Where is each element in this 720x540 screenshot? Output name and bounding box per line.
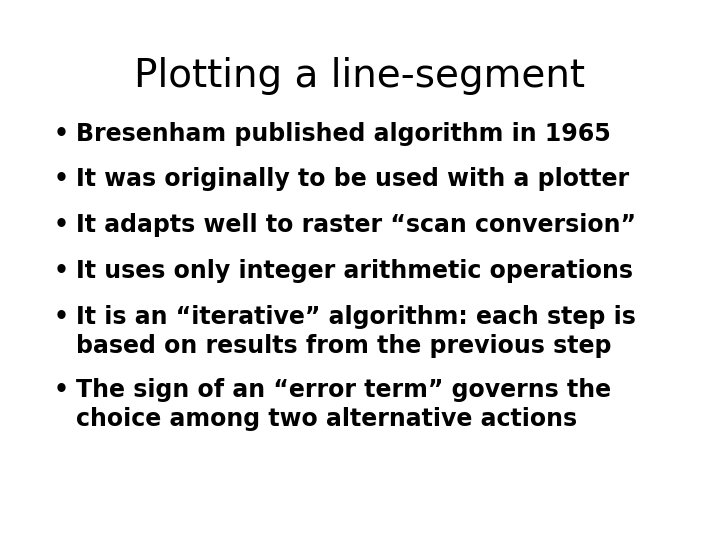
Text: •: • [54,122,68,145]
Text: It adapts well to raster “scan conversion”: It adapts well to raster “scan conversio… [76,213,636,237]
Text: Bresenham published algorithm in 1965: Bresenham published algorithm in 1965 [76,122,611,145]
Text: •: • [54,305,68,329]
Text: Plotting a line-segment: Plotting a line-segment [135,57,585,94]
Text: The sign of an “error term” governs the
choice among two alternative actions: The sign of an “error term” governs the … [76,378,611,431]
Text: •: • [54,167,68,191]
Text: It was originally to be used with a plotter: It was originally to be used with a plot… [76,167,629,191]
Text: •: • [54,378,68,402]
Text: It is an “iterative” algorithm: each step is
based on results from the previous : It is an “iterative” algorithm: each ste… [76,305,636,358]
Text: •: • [54,259,68,283]
Text: It uses only integer arithmetic operations: It uses only integer arithmetic operatio… [76,259,633,283]
Text: •: • [54,213,68,237]
